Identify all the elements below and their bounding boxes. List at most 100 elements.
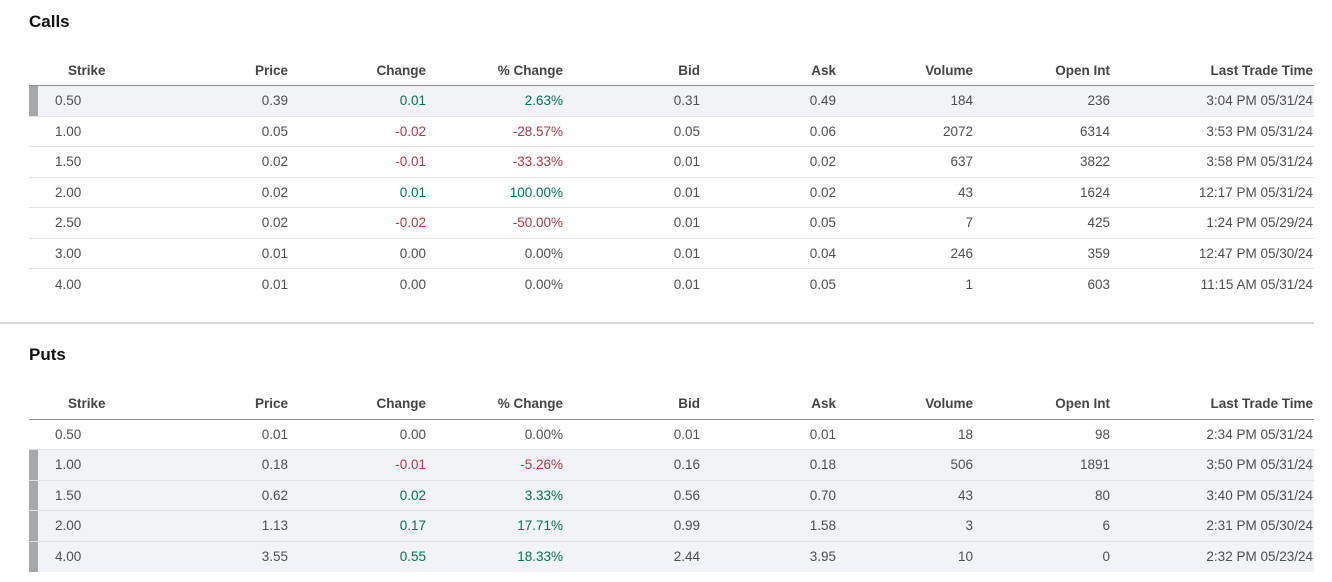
calls-column-header-open_int: Open Int bbox=[1055, 62, 1110, 78]
cell-ask: 0.18 bbox=[809, 457, 836, 473]
cell-ask: 0.02 bbox=[809, 154, 836, 170]
puts-row-strike-2.00: 2.00 1.13 0.17 17.71% 0.99 1.58 3 6 2:31 PM 05/3… bbox=[29, 511, 1314, 542]
cell-open_int: 1624 bbox=[1079, 184, 1110, 200]
cell-ask: 0.04 bbox=[809, 245, 836, 261]
cell-price: 1.13 bbox=[261, 518, 288, 534]
puts-title: Puts bbox=[29, 344, 66, 364]
cell-last_trade_time: 11:15 AM 05/31/24 bbox=[1200, 276, 1313, 292]
calls-table: Strike Price Change % Change Bid Ask Volume Ope… bbox=[29, 55, 1314, 300]
cell-last_trade_time: 2:32 PM 05/23/24 bbox=[1206, 549, 1313, 565]
puts-row-strike-4.00: 4.00 3.55 0.55 18.33% 2.44 3.95 10 0 2:32 PM 05/… bbox=[29, 541, 1314, 572]
cell-change: 0.01 bbox=[399, 93, 426, 109]
calls-column-header-last_trade_time: Last Trade Time bbox=[1210, 62, 1313, 78]
calls-column-header-volume: Volume bbox=[925, 62, 973, 78]
cell-ask: 0.70 bbox=[809, 487, 836, 503]
cell-bid: 0.01 bbox=[673, 426, 700, 442]
cell-ask: 0.01 bbox=[809, 426, 836, 442]
cell-open_int: 80 bbox=[1094, 487, 1110, 503]
cell-open_int: 98 bbox=[1094, 426, 1110, 442]
cell-pct_change: 0.00% bbox=[524, 245, 563, 261]
calls-row-strike-2.00: 2.00 0.02 0.01 100.00% 0.01 0.02 43 1624 12:17 P… bbox=[29, 177, 1314, 208]
cell-change: 0.02 bbox=[399, 487, 426, 503]
cell-bid: 0.56 bbox=[673, 487, 700, 503]
cell-volume: 184 bbox=[950, 93, 973, 109]
puts-row-strike-0.50: 0.50 0.01 0.00 0.00% 0.01 0.01 18 98 2:34 PM 05/… bbox=[29, 419, 1314, 450]
cell-open_int: 236 bbox=[1087, 93, 1110, 109]
cell-strike: 1.50 bbox=[55, 154, 82, 170]
row-highlight-marker bbox=[29, 480, 38, 510]
calls-section: Calls Strike Price Change % Change Bid Ask Vol… bbox=[0, 12, 1332, 300]
cell-volume: 246 bbox=[950, 245, 973, 261]
cell-ask: 0.05 bbox=[809, 215, 836, 231]
cell-pct_change: -5.26% bbox=[520, 457, 563, 473]
cell-bid: 0.01 bbox=[673, 276, 700, 292]
calls-column-header-ask: Ask bbox=[811, 62, 836, 78]
cell-pct_change: 100.00% bbox=[509, 184, 563, 200]
calls-row-strike-2.50: 2.50 0.02 -0.02 -50.00% 0.01 0.05 7 425 1:24 PM … bbox=[29, 208, 1314, 239]
cell-bid: 0.01 bbox=[673, 245, 700, 261]
cell-ask: 0.06 bbox=[809, 123, 836, 139]
cell-open_int: 3822 bbox=[1079, 154, 1110, 170]
puts-column-header-bid: Bid bbox=[678, 396, 700, 411]
cell-change: -0.02 bbox=[395, 123, 426, 139]
cell-price: 0.05 bbox=[261, 123, 288, 139]
cell-ask: 0.05 bbox=[809, 276, 836, 292]
puts-body: 0.50 0.01 0.00 0.00% 0.01 0.01 18 98 2:34 PM 05/… bbox=[29, 419, 1314, 572]
cell-strike: 4.00 bbox=[55, 276, 82, 292]
cell-ask: 0.02 bbox=[809, 184, 836, 200]
cell-price: 0.01 bbox=[261, 426, 288, 442]
cell-price: 0.62 bbox=[261, 487, 288, 503]
calls-column-header-change: Change bbox=[376, 62, 426, 78]
cell-volume: 3 bbox=[965, 518, 973, 534]
calls-body: 0.50 0.39 0.01 2.63% 0.31 0.49 184 236 3:04 PM 0… bbox=[29, 86, 1314, 300]
calls-row-strike-1.50: 1.50 0.02 -0.01 -33.33% 0.01 0.02 637 3822 3:58 … bbox=[29, 147, 1314, 178]
cell-pct_change: 0.00% bbox=[524, 276, 563, 292]
cell-volume: 18 bbox=[957, 426, 973, 442]
cell-strike: 0.50 bbox=[55, 93, 82, 109]
cell-ask: 0.49 bbox=[809, 93, 836, 109]
cell-strike: 2.50 bbox=[55, 215, 82, 231]
cell-change: 0.17 bbox=[399, 518, 426, 534]
calls-row-strike-0.50: 0.50 0.39 0.01 2.63% 0.31 0.49 184 236 3:04 PM 0… bbox=[29, 86, 1314, 117]
cell-volume: 506 bbox=[950, 457, 973, 473]
calls-row-strike-4.00: 4.00 0.01 0.00 0.00% 0.01 0.05 1 603 11:15 AM 05… bbox=[29, 269, 1314, 300]
cell-open_int: 6 bbox=[1102, 518, 1110, 534]
puts-row-strike-1.00: 1.00 0.18 -0.01 -5.26% 0.16 0.18 506 1891 3:50 P… bbox=[29, 450, 1314, 481]
calls-row-strike-1.00: 1.00 0.05 -0.02 -28.57% 0.05 0.06 2072 6314 3:53… bbox=[29, 116, 1314, 147]
cell-open_int: 0 bbox=[1102, 549, 1110, 565]
cell-last_trade_time: 1:24 PM 05/29/24 bbox=[1206, 215, 1313, 231]
cell-bid: 0.31 bbox=[673, 93, 700, 109]
puts-column-header-strike: Strike bbox=[68, 396, 106, 411]
cell-last_trade_time: 3:58 PM 05/31/24 bbox=[1206, 154, 1313, 170]
puts-column-header-open_int: Open Int bbox=[1055, 396, 1110, 411]
calls-column-header-strike: Strike bbox=[68, 62, 106, 78]
row-highlight-marker bbox=[29, 86, 38, 116]
cell-strike: 2.00 bbox=[55, 184, 82, 200]
cell-open_int: 359 bbox=[1087, 245, 1110, 261]
row-highlight-marker bbox=[29, 511, 38, 541]
cell-pct_change: 0.00% bbox=[524, 426, 563, 442]
cell-pct_change: -50.00% bbox=[512, 215, 563, 231]
cell-price: 0.02 bbox=[261, 154, 288, 170]
cell-price: 0.01 bbox=[261, 276, 288, 292]
cell-last_trade_time: 2:31 PM 05/30/24 bbox=[1206, 518, 1313, 534]
cell-strike: 4.00 bbox=[55, 549, 82, 565]
puts-column-header-pct_change: % Change bbox=[497, 396, 563, 411]
puts-column-header-volume: Volume bbox=[925, 396, 973, 411]
cell-volume: 43 bbox=[957, 184, 973, 200]
cell-price: 0.01 bbox=[261, 245, 288, 261]
cell-strike: 1.50 bbox=[55, 487, 82, 503]
cell-ask: 3.95 bbox=[809, 549, 836, 565]
cell-volume: 7 bbox=[965, 215, 973, 231]
cell-pct_change: -28.57% bbox=[512, 123, 563, 139]
puts-column-header-change: Change bbox=[376, 396, 426, 411]
cell-strike: 2.00 bbox=[55, 518, 82, 534]
cell-open_int: 6314 bbox=[1079, 123, 1110, 139]
cell-bid: 0.01 bbox=[673, 154, 700, 170]
row-highlight-marker bbox=[29, 541, 38, 572]
cell-last_trade_time: 3:40 PM 05/31/24 bbox=[1206, 487, 1313, 503]
cell-change: 0.00 bbox=[399, 426, 426, 442]
cell-volume: 1 bbox=[965, 276, 973, 292]
cell-strike: 3.00 bbox=[55, 245, 82, 261]
cell-volume: 10 bbox=[957, 549, 973, 565]
